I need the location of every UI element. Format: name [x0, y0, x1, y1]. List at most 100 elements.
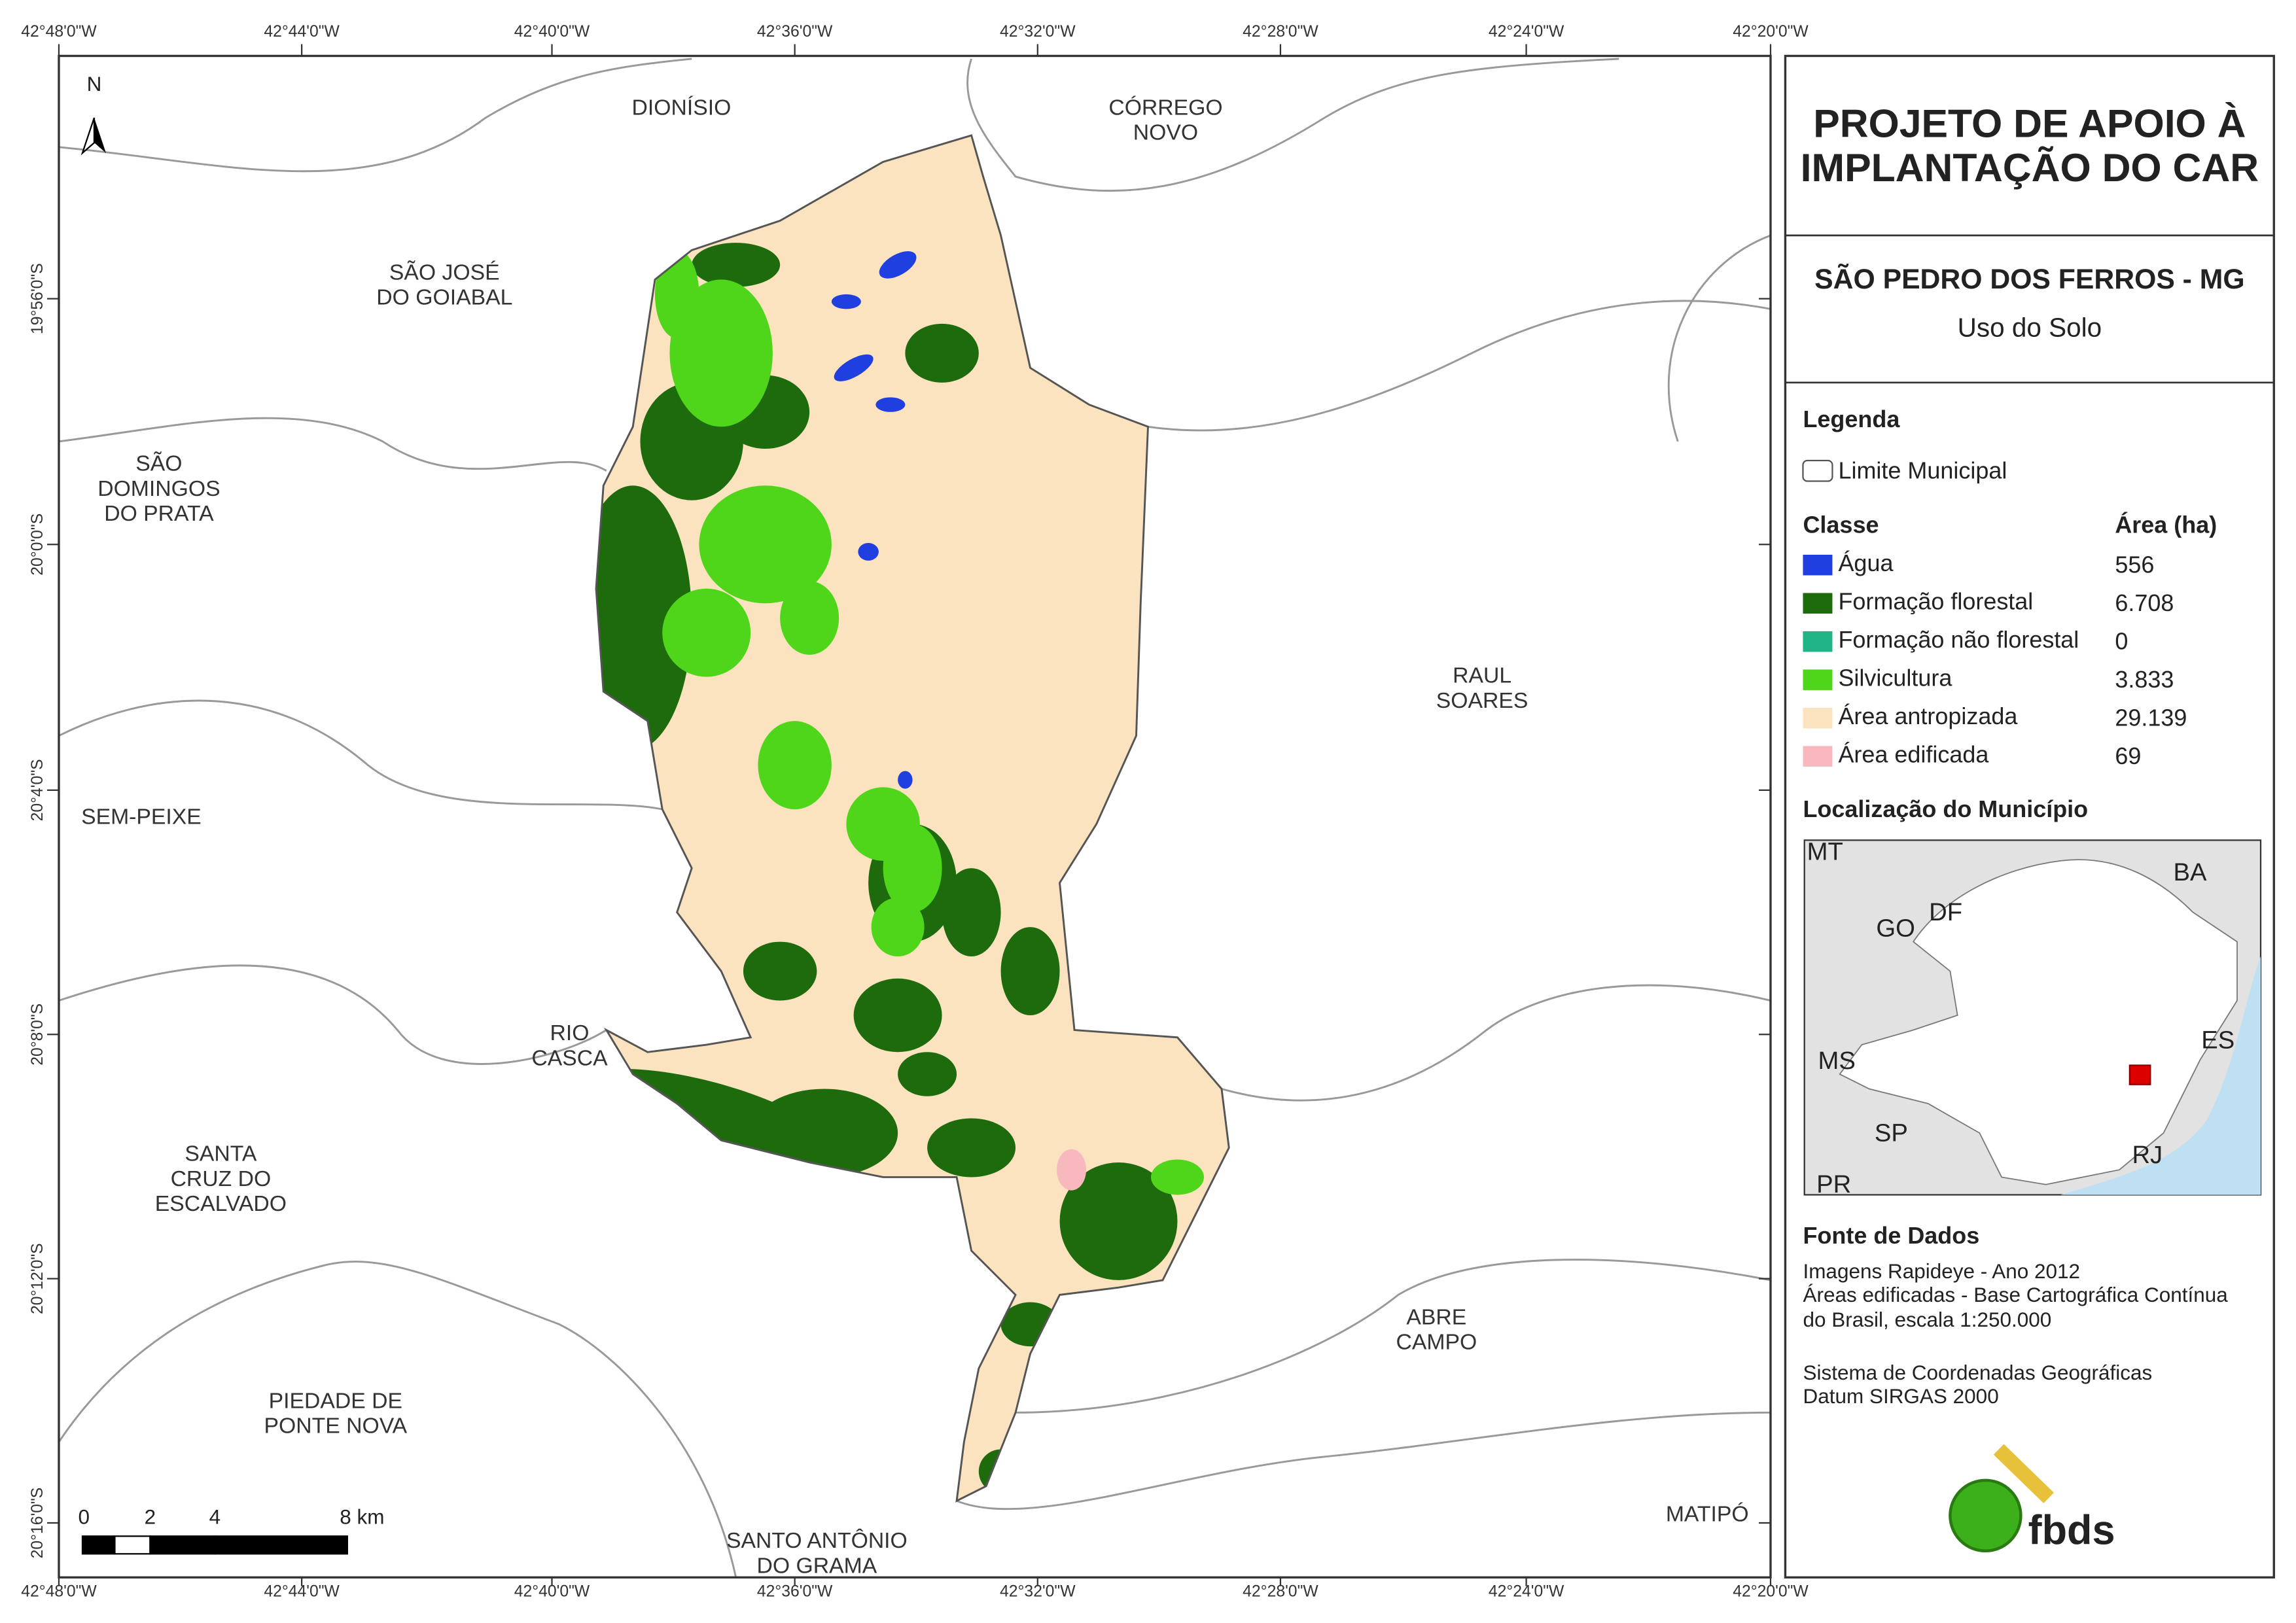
latitude-label: 20°0'0"S: [29, 514, 46, 576]
title: PROJETO DE APOIO À: [1813, 101, 2246, 145]
source-line: Imagens Rapideye - Ano 2012: [1803, 1259, 2080, 1283]
legend-title: Legenda: [1803, 406, 1900, 432]
land-use-patch: [853, 978, 942, 1053]
source-line: do Brasil, escala 1:250.000: [1803, 1308, 2051, 1331]
legend-swatch: [1803, 554, 1833, 576]
legend-area: 556: [2115, 551, 2154, 578]
neighbor-label: DO PRATA: [104, 501, 214, 526]
state-label: RJ: [2132, 1141, 2163, 1169]
land-use-patch: [879, 251, 917, 279]
land-use-patch: [780, 581, 839, 655]
longitude-label: 42°44'0"W: [264, 23, 340, 41]
longitude-label: 42°40'0"W: [514, 23, 590, 41]
legend-swatch: [1803, 746, 1833, 767]
municipality: SÃO PEDRO DOS FERROS - MG: [1814, 264, 2244, 295]
longitude-label: 42°20'0"W: [1733, 23, 1809, 41]
land-use-patch: [662, 588, 751, 677]
neighbor-label: SANTO ANTÔNIO: [726, 1528, 908, 1553]
latitude-label: 19°56'0"S: [29, 263, 46, 334]
neighbor-label: CÓRREGO: [1108, 95, 1222, 120]
legend-area: 29.139: [2115, 704, 2187, 731]
land-use-patch: [758, 721, 832, 810]
neighbor-label: CRUZ DO: [171, 1166, 272, 1191]
neighbor-label: RIO: [550, 1021, 590, 1045]
legend-swatch: [1803, 593, 1833, 614]
scale-label: 4: [209, 1505, 221, 1529]
land-use-patch: [743, 941, 817, 1001]
state-label: SP: [1875, 1119, 1908, 1147]
state-label: BA: [2174, 858, 2207, 886]
land-use-patch: [1150, 1159, 1204, 1195]
logo-ball: [1949, 1478, 2022, 1553]
logo-bar: [1993, 1444, 2054, 1503]
source-line: Áreas edificadas - Base Cartográfica Con…: [1803, 1283, 2228, 1306]
state-label: MS: [1818, 1047, 1856, 1075]
land-use-patch: [834, 354, 874, 381]
area-header: Área (ha): [2115, 512, 2217, 538]
legend-area: 69: [2115, 742, 2141, 769]
title: IMPLANTAÇÃO DO CAR: [1801, 145, 2259, 190]
land-use-patch: [905, 323, 979, 383]
neighbor-label: CASCA: [531, 1045, 608, 1070]
neighbor-boundaries: [58, 58, 1771, 1578]
inset-highlight: [2128, 1064, 2151, 1085]
longitude-label: 42°32'0"W: [1000, 23, 1076, 41]
neighbor-label: NOVO: [1133, 120, 1198, 145]
source-line: Datum SIRGAS 2000: [1803, 1384, 1998, 1408]
longitude-label: 42°36'0"W: [757, 23, 833, 41]
neighbor-label: CAMPO: [1396, 1330, 1477, 1355]
neighbor-label: SÃO JOSÉ: [389, 260, 500, 285]
land-use-patch: [858, 542, 879, 561]
longitude-label: 42°24'0"W: [1489, 23, 1564, 41]
land-use-patch: [692, 243, 781, 287]
longitude-label: 42°48'0"W: [21, 23, 97, 41]
scale-bar-segment: [214, 1535, 348, 1555]
legend-swatch: [1803, 631, 1833, 652]
boundary-label: Limite Municipal: [1838, 457, 2007, 484]
neighbor-label: MATIPÓ: [1666, 1502, 1749, 1527]
scale-label: 0: [78, 1505, 90, 1529]
neighbor-label: SÃO: [135, 451, 182, 476]
legend-label: Silvicultura: [1838, 665, 1952, 691]
state-label: PR: [1816, 1170, 1851, 1198]
latitude-label: 20°12'0"S: [29, 1243, 46, 1314]
land-use-patch: [898, 1052, 957, 1096]
longitude-label: 42°28'0"W: [1243, 23, 1318, 41]
neighbor-label: ESCALVADO: [155, 1191, 287, 1216]
legend-area: 6.708: [2115, 589, 2174, 616]
scale-label: 8 km: [340, 1505, 384, 1529]
inset-ocean: [2060, 956, 2261, 1195]
boundary-swatch: [1802, 459, 1833, 482]
neighbor-label: ABRE: [1406, 1304, 1466, 1329]
neighbor-label: SEM-PEIXE: [81, 805, 202, 829]
map-frame: [58, 54, 1772, 1579]
scale-bar-segment: [81, 1535, 116, 1555]
legend-label: Área edificada: [1838, 741, 1988, 768]
location-title: Localização do Município: [1803, 795, 2088, 822]
land-use-patch: [875, 397, 906, 412]
legend-label: Formação florestal: [1838, 588, 2033, 615]
scale-bar-segment: [149, 1535, 216, 1555]
neighbor-label: DOMINGOS: [97, 476, 220, 501]
legend-swatch: [1803, 707, 1833, 729]
legend-area: 0: [2115, 627, 2128, 654]
neighbor-label: DIONÍSIO: [632, 95, 732, 120]
scale-bar-segment: [114, 1535, 151, 1555]
land-use-patch: [898, 771, 913, 789]
land-use-patch: [699, 485, 832, 604]
legend-label: Área antropizada: [1838, 703, 2017, 729]
land-use-patch: [1057, 1149, 1087, 1191]
legend-label: Água: [1838, 550, 1893, 576]
state-label: ES: [2201, 1026, 2234, 1055]
land-use-patch: [871, 898, 925, 957]
north-label: N: [87, 72, 102, 96]
theme: Uso do Solo: [1958, 313, 2102, 343]
land-use-patch: [751, 1089, 898, 1178]
logo-text: fbds: [2028, 1507, 2115, 1553]
land-use-patch: [831, 294, 861, 309]
legend-swatch: [1803, 669, 1833, 690]
latitude-label: 20°4'0"S: [29, 759, 46, 821]
